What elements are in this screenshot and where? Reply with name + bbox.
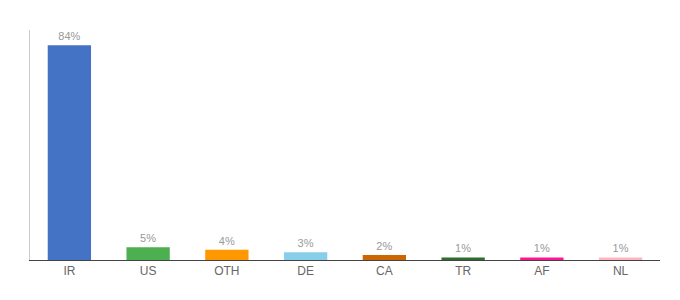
svg-text:CA: CA [376,264,393,278]
svg-text:1%: 1% [613,242,629,254]
svg-text:TR: TR [455,264,471,278]
svg-text:NL: NL [613,264,629,278]
svg-text:1%: 1% [534,242,550,254]
svg-text:2%: 2% [376,240,392,252]
svg-text:DE: DE [297,264,314,278]
svg-text:US: US [140,264,157,278]
svg-text:1%: 1% [455,242,471,254]
svg-text:OTH: OTH [214,264,239,278]
svg-text:84%: 84% [58,30,80,42]
svg-text:5%: 5% [140,232,156,244]
svg-text:IR: IR [63,264,75,278]
svg-text:3%: 3% [298,237,314,249]
svg-text:4%: 4% [219,235,235,247]
svg-text:AF: AF [534,264,549,278]
